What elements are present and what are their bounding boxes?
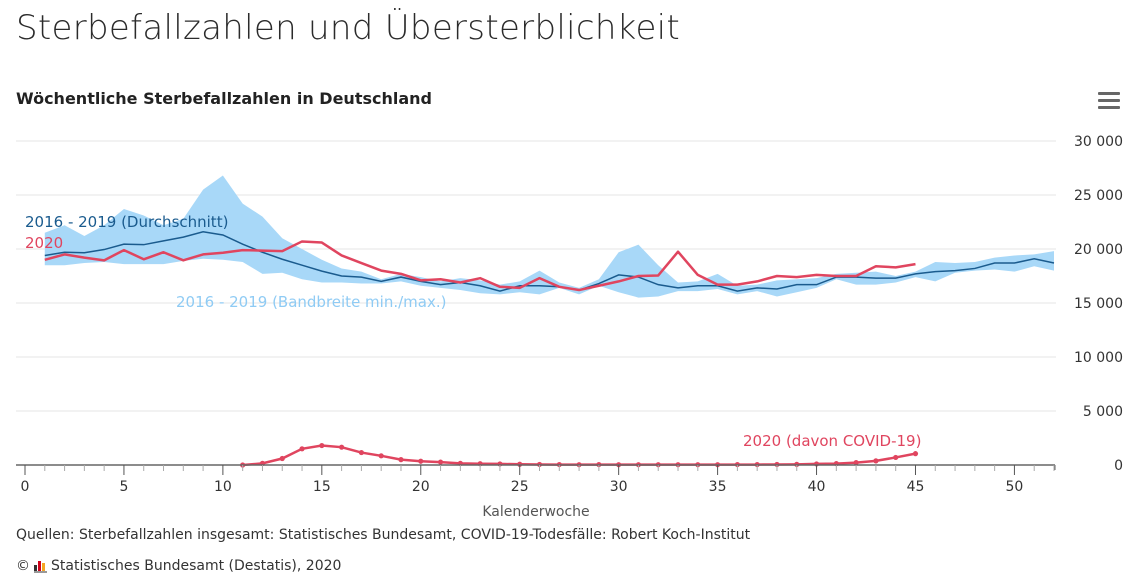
- covid-point: [873, 458, 879, 464]
- covid-point: [339, 444, 345, 450]
- x-tick-label: 15: [313, 479, 331, 495]
- covid-point: [279, 455, 285, 462]
- covid-point: [418, 458, 424, 464]
- x-tick-label: 35: [709, 479, 727, 495]
- covid-point: [299, 446, 305, 452]
- x-tick-label: 45: [907, 479, 925, 495]
- x-tick-label: 20: [412, 479, 430, 495]
- hamburger-menu-icon-bar: [1098, 106, 1120, 109]
- x-tick-label: 5: [119, 479, 128, 495]
- label-band: 2016 - 2019 (Bandbreite min./max.): [176, 293, 446, 311]
- x-tick-label: 10: [214, 479, 232, 495]
- x-axis: 0 5 10 15 20 25 30 35 40 45 50: [16, 464, 1056, 495]
- x-tick-label: 50: [1006, 479, 1024, 495]
- copyright-text: Statistisches Bundesamt (Destatis), 2020: [51, 558, 342, 574]
- label-covid: 2020 (davon COVID-19): [743, 432, 921, 450]
- label-2020: 2020: [25, 234, 63, 252]
- covid-point: [378, 453, 384, 459]
- y-tick-label: 0: [1114, 458, 1123, 474]
- chart-menu-button[interactable]: [1098, 92, 1120, 110]
- source-note: Quellen: Sterbefallzahlen insgesamt: Sta…: [16, 527, 751, 543]
- y-tick-label: 20 000: [1074, 242, 1123, 258]
- x-tick-label: 25: [511, 479, 529, 495]
- page-title: Sterbefallzahlen und Übersterblichkeit: [16, 8, 681, 48]
- covid-point: [437, 459, 444, 465]
- x-tick-label: 30: [610, 479, 628, 495]
- x-tick-label: 40: [808, 479, 826, 495]
- x-tick-label: 0: [21, 479, 30, 495]
- copyright-note: © Statistisches Bundesamt (Destatis), 20…: [16, 558, 341, 574]
- covid-point: [912, 451, 919, 457]
- x-axis-title: Kalenderwoche: [482, 504, 589, 520]
- covid-point: [398, 457, 404, 463]
- y-tick-label: 15 000: [1074, 296, 1123, 312]
- hamburger-menu-icon-bar: [1098, 99, 1120, 102]
- y-axis-labels: 0 5 000 10 000 15 000 20 000 25 000 30 000: [1074, 134, 1123, 474]
- y-tick-label: 30 000: [1074, 134, 1123, 150]
- chart-title: Wöchentliche Sterbefallzahlen in Deutsch…: [16, 89, 432, 108]
- copyright-symbol: ©: [16, 558, 30, 574]
- destatis-logo-icon: [34, 559, 47, 573]
- hamburger-menu-icon: [1098, 92, 1120, 95]
- y-tick-label: 25 000: [1074, 188, 1123, 204]
- covid-point: [358, 449, 365, 456]
- line-2020: [44, 240, 916, 292]
- y-tick-label: 5 000: [1083, 404, 1123, 420]
- covid-point: [893, 454, 899, 461]
- band-min-max-area: [44, 175, 1055, 298]
- covid-point: [319, 442, 325, 449]
- label-average: 2016 - 2019 (Durchschnitt): [25, 213, 228, 231]
- y-tick-label: 10 000: [1074, 350, 1123, 366]
- average-line: [44, 230, 1055, 292]
- covid-point: [853, 460, 859, 466]
- mortality-chart: 0 5 000 10 000 15 000 20 000 25 000 30 000 0 5 1…: [16, 134, 1123, 520]
